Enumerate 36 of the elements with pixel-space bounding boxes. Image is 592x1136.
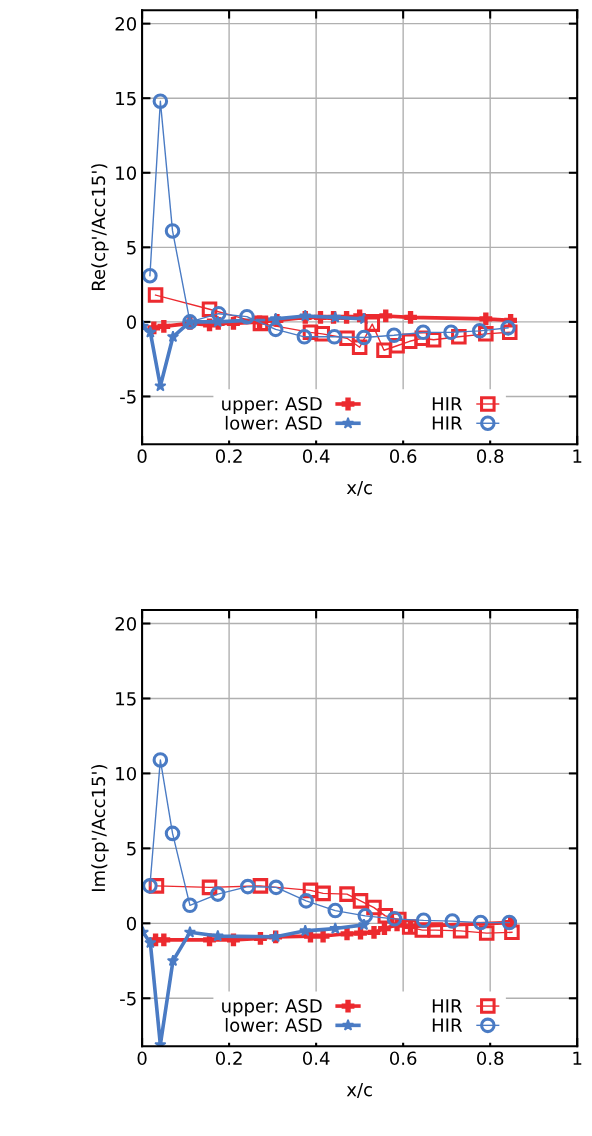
legend-label: HIR xyxy=(432,416,463,430)
y-tick-label: -5 xyxy=(120,991,136,1006)
legend-label: HIR xyxy=(432,397,463,411)
y-tick-label: -5 xyxy=(120,390,136,404)
y-axis-title: Im(cp'/Acc15') xyxy=(91,765,109,892)
y-axis-title: Re(cp'/Acc15') xyxy=(91,164,109,291)
legend-label: lower: ASD xyxy=(225,1017,322,1032)
y-tick-label: 15 xyxy=(116,692,136,706)
y-tick-label: 15 xyxy=(116,91,136,106)
x-tick-label: 0.2 xyxy=(215,1051,242,1066)
y-tick-label: 5 xyxy=(127,842,136,856)
y-tick-label: 0 xyxy=(126,315,137,330)
y-tick-label: 20 xyxy=(115,17,137,31)
x-tick-label: 0.4 xyxy=(302,1051,330,1066)
x-tick-label: 0 xyxy=(137,1051,147,1066)
y-tick-label: 0 xyxy=(126,916,137,931)
x-axis-title: x/c xyxy=(346,480,372,496)
x-tick-label: 0.6 xyxy=(389,449,417,464)
x-tick-label: 0.4 xyxy=(302,449,330,464)
y-tick-label: 10 xyxy=(116,166,137,180)
legend-label: HIR xyxy=(432,999,463,1013)
x-tick-label: 1 xyxy=(573,1051,582,1065)
x-tick-label: 0.8 xyxy=(477,1051,504,1066)
x-tick-label: 1 xyxy=(573,449,582,463)
y-tick-label: 20 xyxy=(115,616,137,631)
y-tick-label: 10 xyxy=(116,766,137,781)
x-tick-label: 0.6 xyxy=(389,1051,417,1066)
x-tick-label: 0.8 xyxy=(477,449,504,464)
x-tick-label: 0 xyxy=(137,449,147,464)
legend-label: upper: ASD xyxy=(222,396,322,415)
x-axis-title: x/c xyxy=(346,1083,372,1098)
x-tick-label: 0.2 xyxy=(215,449,242,464)
legend-label: HIR xyxy=(432,1018,463,1032)
legend-label: lower: ASD xyxy=(225,415,322,430)
legend-label: upper: ASD xyxy=(222,998,322,1017)
y-tick-label: 5 xyxy=(127,241,136,255)
